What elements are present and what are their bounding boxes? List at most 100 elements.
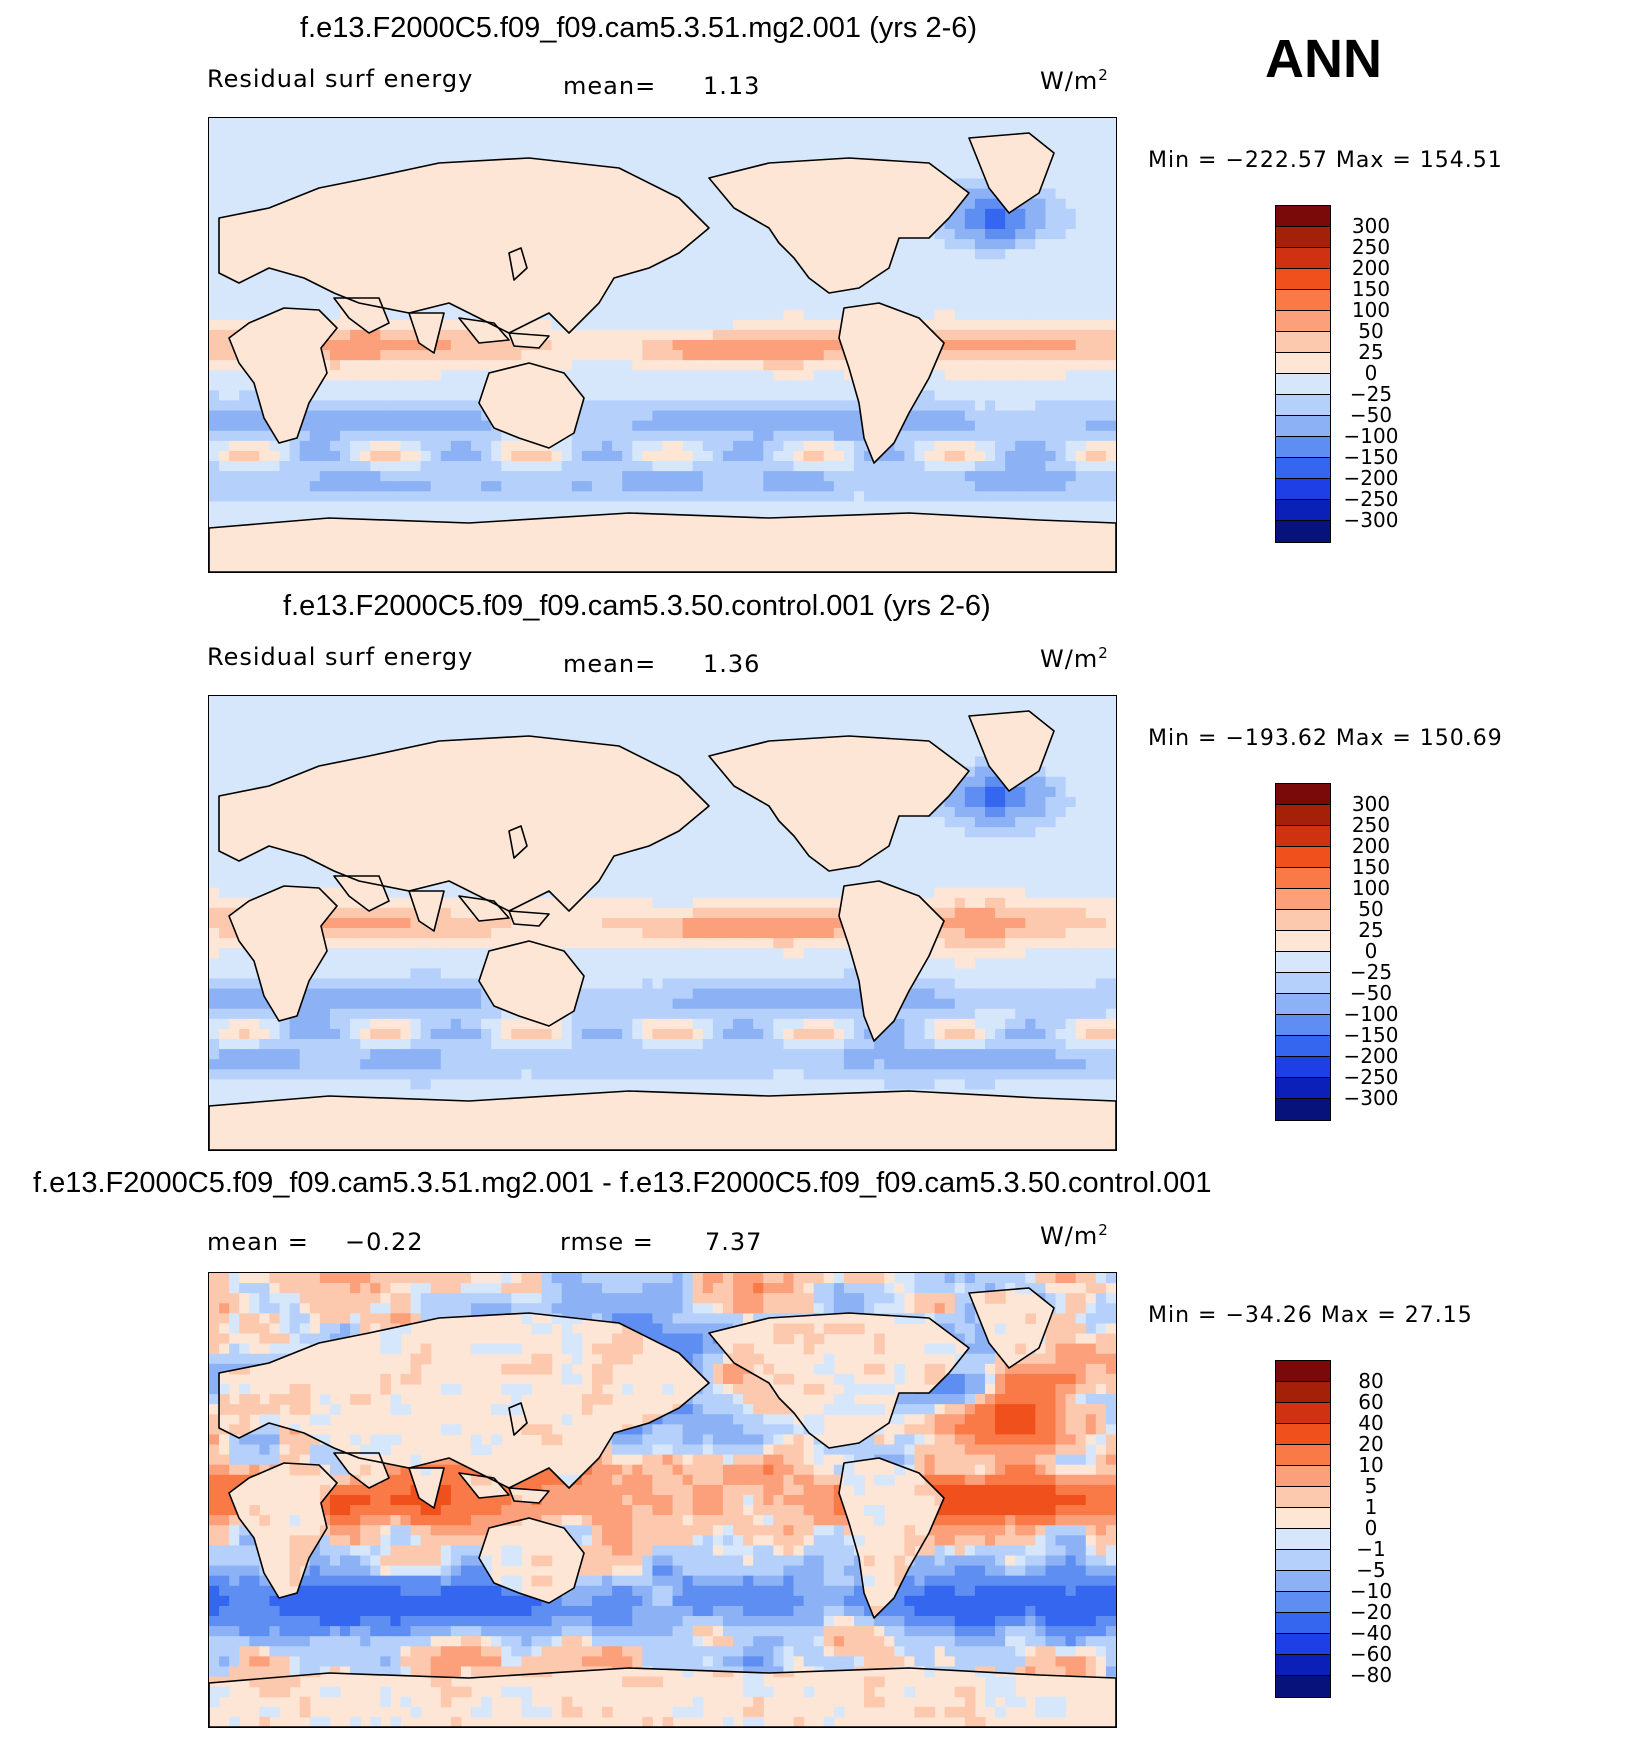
field-cell — [481, 706, 492, 717]
field-cell — [672, 706, 684, 717]
field-cell — [702, 339, 714, 351]
field-cell — [481, 440, 492, 452]
field-cell — [1095, 696, 1107, 707]
field-cell — [743, 360, 754, 371]
field-cell — [1005, 501, 1016, 513]
field-cell — [1065, 360, 1077, 371]
field-cell — [803, 716, 815, 727]
field-cell — [259, 279, 271, 291]
field-cell — [430, 128, 442, 139]
field-cell — [340, 138, 351, 149]
field-cell — [360, 501, 371, 513]
field-cell — [793, 350, 805, 361]
field-cell — [652, 461, 664, 472]
field-cell — [471, 138, 482, 149]
field-cell — [591, 360, 603, 371]
field-cell — [460, 726, 472, 737]
field-cell — [1035, 410, 1047, 422]
field-cell — [521, 696, 533, 707]
field-cell — [1105, 440, 1116, 452]
field-cell — [733, 339, 744, 351]
field-cell — [319, 481, 331, 492]
field-cell — [390, 329, 402, 341]
field-cell — [521, 491, 533, 502]
field-cell — [309, 716, 321, 727]
field-cell — [924, 410, 936, 422]
field-cell — [995, 491, 1006, 502]
field-cell — [602, 471, 613, 482]
field-cell — [793, 461, 805, 472]
field-cell — [783, 430, 795, 442]
field-cell — [682, 716, 694, 727]
field-cell — [229, 299, 240, 311]
field-cell — [269, 696, 281, 707]
field-cell — [974, 410, 986, 422]
field-cell — [299, 420, 311, 432]
field-cell — [914, 128, 926, 139]
field-cell — [420, 390, 432, 402]
field-cell — [964, 736, 976, 748]
field-cell — [571, 471, 583, 482]
field-cell — [239, 440, 250, 452]
field-cell — [974, 370, 986, 381]
field-cell — [1015, 440, 1026, 452]
field-cell — [491, 148, 502, 159]
field-cell — [269, 756, 281, 768]
field-cell — [591, 481, 603, 492]
field-cell — [733, 218, 744, 230]
field-cell — [924, 269, 936, 281]
field-cell — [1055, 309, 1067, 321]
field-cell — [591, 400, 603, 412]
field-cell — [1015, 319, 1026, 331]
field-cell — [249, 766, 260, 778]
field-cell — [380, 491, 391, 502]
field-cell — [299, 501, 311, 513]
field-cell — [269, 491, 281, 502]
field-cell — [1025, 329, 1036, 341]
field-cell — [632, 158, 643, 170]
colorbar-tick-label: 250 — [1351, 235, 1391, 259]
field-cell — [632, 370, 643, 381]
field-cell — [460, 309, 472, 321]
field-cell — [692, 786, 704, 798]
field-cell — [702, 208, 714, 220]
field-cell — [682, 309, 694, 321]
field-cell — [662, 370, 674, 381]
field-cell — [551, 339, 563, 351]
field-cell — [400, 118, 412, 129]
field-cell — [763, 299, 774, 311]
field-cell — [763, 471, 774, 482]
field-cell — [783, 410, 795, 422]
field-cell — [1045, 168, 1057, 180]
field-cell — [350, 450, 361, 462]
field-cell — [702, 481, 714, 492]
field-cell — [652, 420, 664, 432]
field-cell — [319, 440, 331, 452]
field-cell — [420, 350, 432, 361]
field-cell — [219, 400, 230, 412]
field-cell — [219, 430, 230, 442]
field-cell — [743, 736, 754, 748]
field-cell — [440, 501, 452, 513]
field-cell — [743, 118, 754, 129]
field-cell — [642, 716, 654, 727]
field-cell — [1085, 299, 1097, 311]
field-cell — [702, 360, 714, 371]
field-cell — [753, 138, 764, 149]
field-cell — [299, 736, 311, 748]
field-cell — [329, 309, 341, 321]
field-cell — [1035, 461, 1047, 472]
field-cell — [602, 696, 613, 707]
field-cell — [924, 128, 936, 139]
field-cell — [672, 289, 684, 301]
field-cell — [309, 420, 321, 432]
field-cell — [914, 461, 926, 472]
field-cell — [763, 128, 774, 139]
field-cell — [904, 299, 916, 311]
field-cell — [894, 128, 905, 139]
field-cell — [329, 329, 341, 341]
field-cell — [783, 249, 795, 260]
field-cell — [682, 440, 694, 452]
field-cell — [390, 410, 402, 422]
field-cell — [793, 360, 805, 371]
